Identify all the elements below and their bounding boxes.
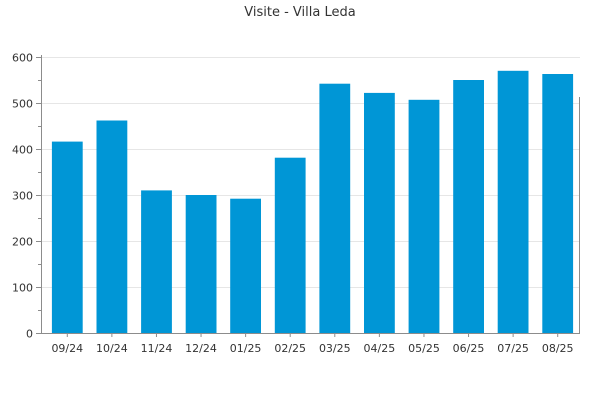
- chart-title: Visite - Villa Leda: [244, 5, 355, 20]
- bar-04-25[interactable]: [364, 92, 395, 334]
- bar-08-25[interactable]: [542, 74, 574, 333]
- gridlines: [41, 57, 580, 288]
- bar-12-24[interactable]: [185, 195, 217, 333]
- x-tick-label: 09/24: [51, 342, 83, 355]
- bar-03-25[interactable]: [319, 83, 351, 333]
- x-tick-label: 02/25: [274, 342, 306, 355]
- bar-09-24[interactable]: [51, 141, 83, 333]
- bar-06-25[interactable]: [453, 80, 484, 333]
- x-tick-labels: 09/24 10/24 11/24 12/24 01/25 02/25 03/25 04/25…: [51, 342, 573, 355]
- x-tick-label: 03/25: [319, 342, 351, 355]
- bar-02-25[interactable]: [274, 157, 306, 333]
- x-tick-label: 10/24: [96, 342, 128, 355]
- bar-01-25[interactable]: [230, 198, 261, 333]
- x-tick-label: 11/24: [141, 342, 173, 355]
- x-tick-label: 06/25: [453, 342, 485, 355]
- axes: [36, 55, 580, 337]
- bar-05-25[interactable]: [408, 99, 440, 333]
- x-tick-label: 01/25: [230, 342, 262, 355]
- y-tick-labels: 0 100 200 300 400 500 600: [12, 52, 33, 341]
- bars: [51, 70, 574, 334]
- y-tick-label: 300: [12, 190, 33, 203]
- x-tick-label: 05/25: [408, 342, 440, 355]
- bar-11-24[interactable]: [141, 190, 172, 333]
- x-tick-label: 08/25: [542, 342, 574, 355]
- y-tick-label: 500: [12, 98, 33, 111]
- bar-07-25[interactable]: [497, 70, 529, 334]
- y-tick-label: 400: [12, 144, 33, 157]
- y-tick-label: 100: [12, 282, 33, 295]
- x-tick-label: 04/25: [364, 342, 396, 355]
- y-tick-label: 200: [12, 236, 33, 249]
- bar-10-24[interactable]: [96, 120, 128, 334]
- y-tick-label: 0: [26, 328, 33, 341]
- x-tick-label: 07/25: [497, 342, 529, 355]
- x-tick-label: 12/24: [185, 342, 217, 355]
- y-tick-label: 600: [12, 52, 33, 65]
